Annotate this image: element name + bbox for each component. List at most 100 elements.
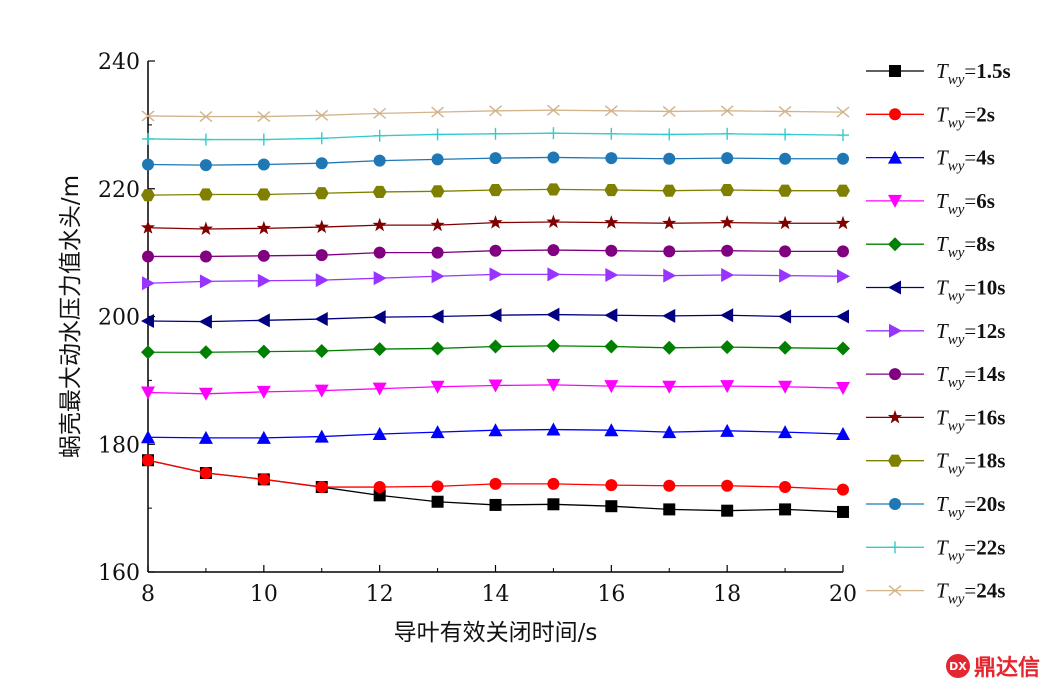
legend-symbol: T	[936, 232, 949, 256]
legend-unit: s	[997, 405, 1005, 429]
data-point	[720, 308, 734, 323]
series-12	[141, 104, 850, 123]
legend-sub: wy	[948, 159, 965, 175]
legend-eq: =	[964, 579, 976, 603]
data-point	[373, 129, 386, 142]
legend-marker	[889, 323, 902, 338]
series-9	[141, 183, 850, 202]
legend-value: 14	[976, 362, 998, 386]
legend-unit: s	[987, 102, 995, 126]
legend-sub: wy	[948, 202, 965, 218]
data-point	[547, 498, 560, 511]
data-point	[605, 127, 618, 140]
legend-label: Twy=14s	[936, 362, 1005, 391]
data-point	[142, 454, 154, 467]
legend-unit: s	[987, 146, 995, 170]
data-point	[430, 309, 444, 324]
data-point	[256, 344, 271, 359]
legend-symbol: T	[936, 492, 949, 516]
data-point	[837, 152, 849, 165]
legend-eq: =	[964, 362, 976, 386]
data-point	[662, 380, 677, 394]
data-point	[604, 105, 618, 117]
y-tick-label: 160	[98, 561, 140, 586]
legend-item-1: Twy=2s	[866, 102, 995, 131]
legend-label: Twy=22s	[936, 535, 1005, 564]
data-point	[663, 479, 676, 492]
series-6	[142, 267, 850, 291]
data-point	[779, 152, 792, 165]
legend-unit: s	[997, 492, 1005, 516]
legend-value: 10	[976, 276, 997, 300]
data-point	[720, 380, 735, 394]
data-point	[836, 341, 850, 356]
data-point	[547, 151, 560, 164]
data-point	[663, 128, 676, 141]
data-point	[720, 215, 735, 229]
legend-marker	[889, 108, 901, 121]
legend-eq: =	[964, 405, 976, 429]
data-point	[314, 384, 329, 398]
legend-eq: =	[964, 276, 976, 300]
legend-label: Twy=24s	[936, 579, 1005, 608]
data-point	[488, 183, 503, 197]
watermark-icon: DX	[945, 654, 970, 678]
legend-symbol: T	[936, 362, 949, 386]
legend-label: Twy=1.5s	[936, 59, 1011, 88]
data-point	[257, 111, 271, 123]
data-point	[431, 106, 445, 118]
legend-eq: =	[964, 59, 976, 83]
legend-item-5: Twy=10s	[866, 276, 1005, 305]
data-point	[778, 309, 792, 324]
legend-eq: =	[964, 232, 976, 256]
data-point	[256, 188, 271, 201]
legend-value: 2	[976, 102, 987, 126]
data-point	[142, 276, 155, 291]
data-point	[837, 129, 849, 142]
data-point	[315, 109, 329, 121]
data-point	[315, 157, 328, 170]
legend-symbol: T	[936, 189, 949, 213]
data-point	[720, 183, 735, 197]
data-point	[430, 425, 445, 439]
data-point	[836, 309, 849, 324]
data-point	[257, 273, 271, 288]
data-point	[836, 382, 850, 396]
legend-marker	[888, 280, 901, 295]
legend-label: Twy=6s	[936, 189, 995, 218]
legend-item-10: Twy=20s	[866, 492, 1005, 521]
data-point	[662, 308, 676, 323]
y-tick-label: 180	[98, 433, 140, 458]
legend-item-3: Twy=6s	[866, 189, 995, 218]
watermark-text: 鼎达信	[973, 656, 1040, 681]
series-5	[141, 307, 849, 329]
legend-value: 8	[976, 232, 987, 256]
data-point	[604, 215, 619, 229]
data-point	[663, 245, 676, 258]
legend-marker	[888, 237, 902, 252]
data-point	[314, 429, 329, 443]
legend-unit: s	[997, 535, 1005, 559]
data-point	[721, 244, 734, 257]
legend-item-6: Twy=12s	[866, 319, 1005, 348]
legend-label: Twy=4s	[936, 146, 995, 175]
legend-unit: s	[987, 232, 995, 256]
data-point	[546, 378, 561, 392]
data-point	[547, 477, 560, 490]
data-point	[373, 246, 386, 259]
data-point	[315, 273, 329, 288]
legend-sub: wy	[948, 72, 965, 88]
y-tick-label: 200	[98, 306, 140, 331]
data-point	[489, 498, 502, 511]
legend-sub: wy	[948, 115, 965, 131]
data-point	[372, 310, 386, 325]
data-point	[488, 215, 503, 229]
data-point	[256, 313, 270, 328]
data-point	[836, 427, 850, 441]
x-tick-label: 8	[141, 582, 155, 607]
legend-symbol: T	[936, 102, 949, 126]
data-point	[605, 244, 618, 257]
data-point	[256, 430, 271, 444]
data-point	[372, 217, 387, 232]
data-point	[605, 500, 618, 513]
